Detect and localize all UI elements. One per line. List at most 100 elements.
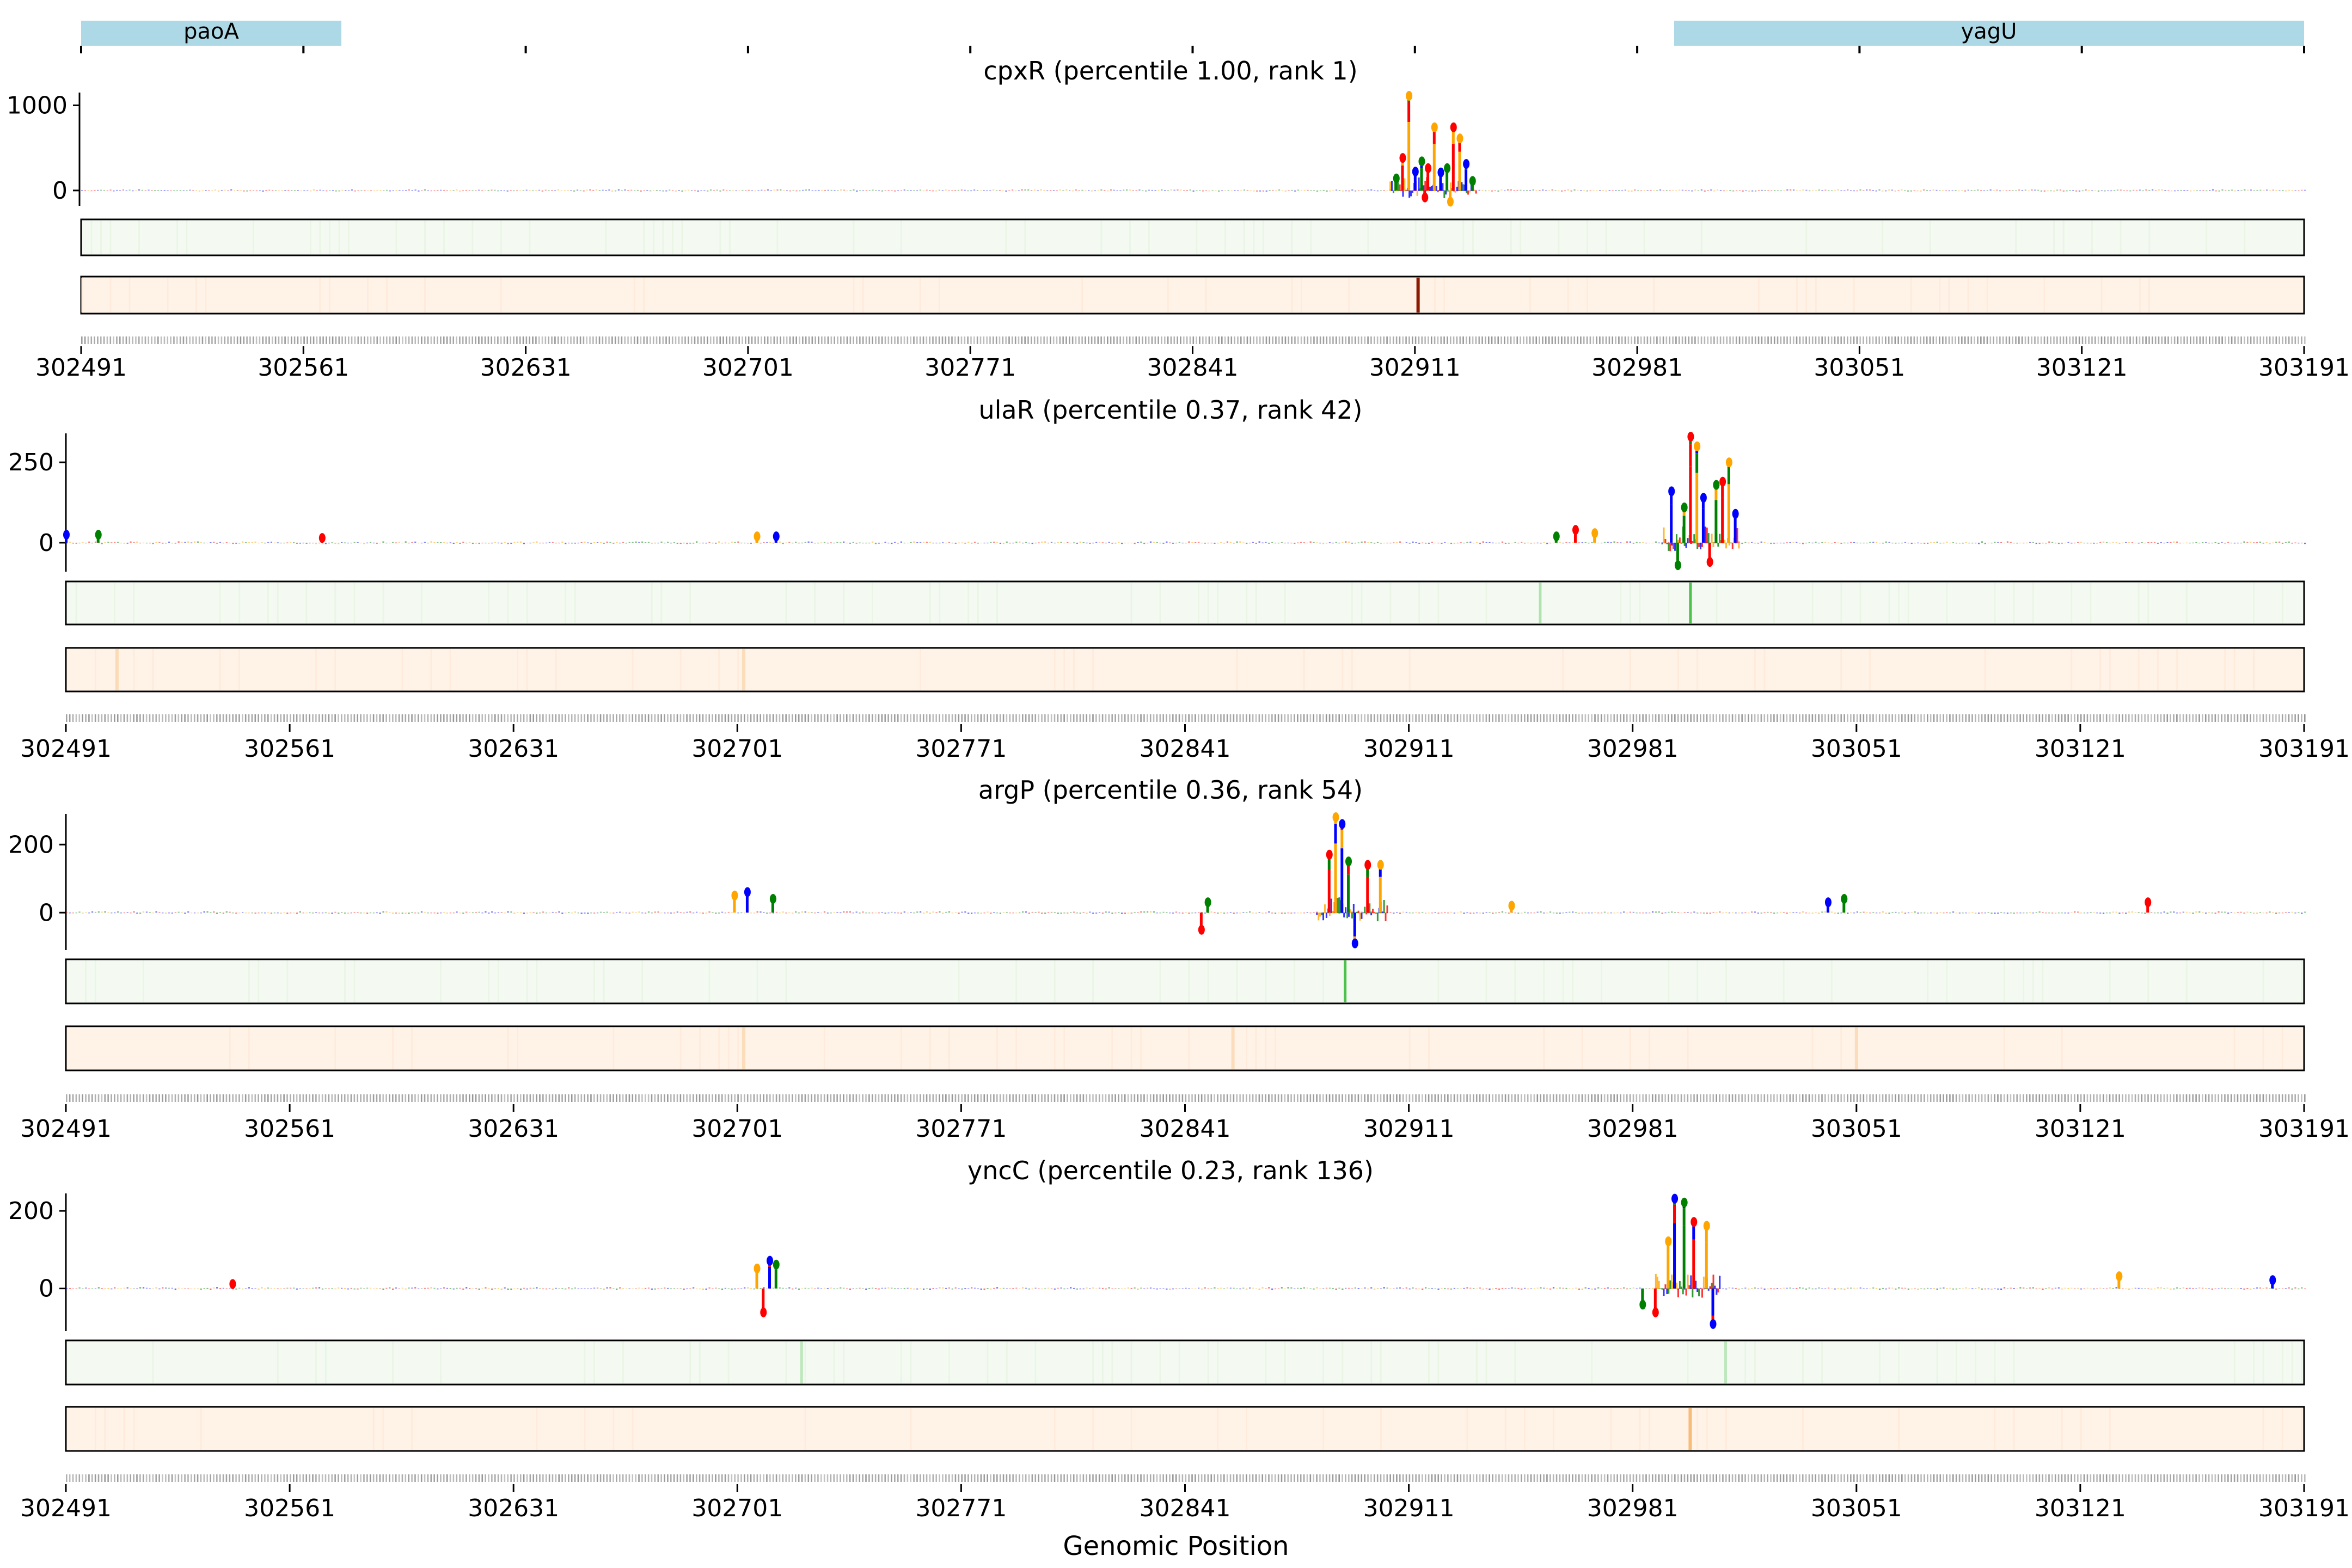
green-track-stripe: [1217, 583, 1219, 623]
sequence-base: [999, 714, 1001, 722]
logo-peak-tip: [95, 530, 102, 540]
logo-letter: [2266, 189, 2268, 191]
logo-letter: [248, 542, 250, 543]
logo-letter: [1188, 912, 1190, 914]
logo-peak-letter: [1347, 874, 1350, 913]
logo-letter: [1399, 184, 1401, 191]
sequence-base: [964, 714, 966, 722]
sequence-base: [1265, 714, 1266, 722]
orange-track-stripe: [900, 1027, 902, 1069]
sequence-base: [1802, 1094, 1804, 1102]
logo-letter: [1057, 912, 1059, 914]
sequence-base: [1380, 1094, 1382, 1102]
sequence-base: [1777, 336, 1779, 344]
sequence-base: [1309, 1094, 1312, 1102]
sequence-base: [1651, 714, 1653, 722]
logo-letter: [1466, 912, 1468, 914]
logo-letter: [2256, 542, 2258, 543]
logo-letter: [2284, 542, 2287, 543]
logo-letter: [1392, 190, 1394, 193]
logo-letter: [513, 912, 516, 914]
logo-letter: [405, 190, 407, 191]
logo-letter: [519, 912, 522, 914]
logo-peak-tip: [1508, 901, 1515, 911]
sequence-base: [2028, 336, 2030, 344]
orange-track-stripe: [1754, 649, 1756, 690]
logo-letter: [973, 541, 976, 543]
sequence-base: [497, 714, 499, 722]
logo-letter: [2234, 190, 2236, 192]
logo-letter: [519, 541, 522, 543]
sequence-base: [1105, 714, 1107, 722]
logo-letter: [665, 190, 667, 192]
logo-letter: [824, 190, 826, 191]
logo-letter: [1629, 911, 1632, 913]
logo-letter: [804, 911, 806, 913]
sequence-base: [168, 714, 170, 722]
logo-letter: [1760, 541, 1762, 543]
logo-letter: [750, 542, 752, 544]
sequence-base: [580, 1094, 583, 1102]
logo-letter: [1291, 189, 1293, 191]
sequence-base: [1191, 1094, 1193, 1102]
sequence-base: [716, 336, 718, 344]
sequence-base: [1444, 1094, 1445, 1102]
sequence-base: [1481, 336, 1483, 344]
logo-letter: [2125, 542, 2127, 543]
sequence-base: [1901, 714, 1903, 722]
sequence-base: [561, 1094, 563, 1102]
logo-letter: [107, 541, 109, 543]
logo-letter: [1050, 190, 1052, 191]
logo-letter: [1207, 912, 1209, 914]
sequence-base: [926, 336, 928, 344]
logo-letter: [1223, 912, 1226, 914]
logo-letter: [235, 912, 237, 914]
sequence-base: [97, 714, 100, 722]
orange-track-stripe: [2253, 649, 2255, 690]
logo-letter: [1994, 912, 1996, 914]
sequence-base: [72, 1094, 74, 1102]
logo-letter: [1885, 541, 1887, 543]
sequence-base: [264, 714, 266, 722]
gene-box-paoA: [81, 21, 341, 46]
logo-letter: [405, 541, 407, 543]
logo-letter: [856, 190, 858, 192]
sequence-base: [418, 1094, 419, 1102]
logo-letter: [840, 912, 842, 914]
logo-letter: [567, 190, 569, 191]
sequence-base: [814, 714, 816, 722]
logo-letter: [599, 542, 602, 543]
sequence-base: [798, 1094, 800, 1102]
sequence-base: [1162, 714, 1164, 722]
sequence-base: [1546, 714, 1548, 722]
sequence-base: [418, 714, 419, 722]
sequence-base: [2000, 1094, 2002, 1102]
sequence-base: [2118, 1094, 2120, 1102]
logo-letter: [1479, 912, 1481, 914]
logo-letter: [1710, 189, 1712, 191]
sequence-base: [66, 714, 68, 722]
sequence-base: [606, 1094, 608, 1102]
logo-letter: [487, 190, 489, 191]
logo-letter: [900, 541, 903, 543]
logo-letter: [1373, 542, 1376, 544]
logo-letter: [1516, 189, 1518, 191]
logo-letter: [1111, 542, 1113, 544]
sequence-base: [1079, 1094, 1081, 1102]
logo-letter: [1869, 542, 1871, 543]
sequence-base: [1971, 1094, 1973, 1102]
sequence-base: [671, 336, 673, 344]
logo-letter: [332, 190, 334, 191]
logo-letter: [1214, 912, 1216, 913]
sequence-base: [1475, 714, 1478, 722]
sequence-base: [1357, 336, 1359, 344]
sequence-base: [2192, 336, 2195, 344]
sequence-base: [958, 1094, 960, 1102]
logo-letter: [789, 190, 791, 192]
sequence-base: [1610, 714, 1612, 722]
sequence-base: [1309, 714, 1312, 722]
logo-letter: [1575, 912, 1577, 914]
sequence-base: [2212, 336, 2214, 344]
logo-letter: [542, 911, 544, 913]
logo-letter: [1626, 912, 1628, 914]
